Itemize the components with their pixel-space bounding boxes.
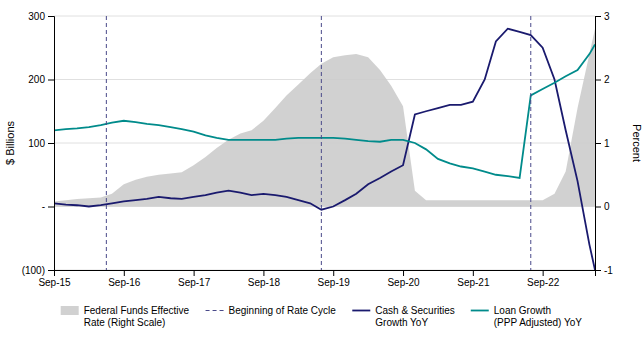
tick-mark (48, 80, 54, 81)
legend-label: Beginning of Rate Cycle (229, 305, 337, 316)
legend-label: Federal Funds EffectiveRate (Right Scale… (84, 305, 190, 328)
tick: 1 (595, 138, 610, 149)
tick-mark (124, 270, 125, 276)
grid (54, 16, 595, 270)
legend-item: Loan Growth(PPP Adjusted) YoY (471, 305, 583, 328)
tick: Sep-19 (318, 270, 351, 288)
tick-mark (48, 207, 54, 208)
tick-label: 3 (604, 11, 610, 22)
tick-mark (595, 207, 601, 208)
tick-mark (595, 270, 601, 271)
chart: Sep-15 Sep-16 Sep-17 Sep-18 Sep-19 Sep-20 Sep-… (0, 0, 643, 348)
tick-mark (403, 270, 404, 276)
legend-swatch (352, 310, 370, 312)
axis-line (55, 271, 596, 277)
legend-item: Federal Funds EffectiveRate (Right Scale… (61, 305, 190, 328)
tick-mark (48, 270, 54, 271)
line (54, 29, 595, 270)
tick-label: - (42, 201, 45, 212)
tick: (100) (22, 265, 54, 276)
area (54, 29, 595, 207)
tick-mark (48, 143, 54, 144)
tick-label: 200 (28, 74, 45, 85)
tick: 0 (595, 201, 610, 212)
legend-swatch (61, 306, 79, 315)
tick-label: Sep-20 (387, 277, 420, 288)
tick: Sep-17 (178, 270, 211, 288)
tick-mark (543, 270, 544, 276)
reference-line (530, 16, 531, 270)
tick: -1 (595, 265, 613, 276)
axis-line (48, 17, 55, 271)
tick: Sep-21 (457, 270, 490, 288)
axis-title: $ Billions (4, 120, 16, 165)
tick-mark (595, 80, 601, 81)
x-axis: Sep-15 Sep-16 Sep-17 Sep-18 Sep-19 Sep-20 Sep-… (38, 270, 595, 288)
tick-label: -1 (604, 265, 613, 276)
tick: Sep-20 (387, 270, 420, 288)
tick: Sep-22 (527, 270, 560, 288)
line (54, 45, 595, 178)
tick: 3 (595, 11, 610, 22)
plot-area (54, 16, 595, 270)
legend-swatch (471, 310, 489, 312)
grid-line (54, 16, 595, 17)
axis-title: Percent (631, 124, 643, 162)
tick-label: 300 (28, 11, 45, 22)
tick-mark (473, 270, 474, 276)
tick-mark (333, 270, 334, 276)
tick: - (42, 201, 54, 212)
tick-mark (595, 143, 601, 144)
y-axis: (100) - 100 200 300 (22, 11, 55, 276)
legend: Federal Funds EffectiveRate (Right Scale… (61, 305, 583, 328)
tick-label: Sep-19 (318, 277, 351, 288)
legend-label: Loan Growth(PPP Adjusted) YoY (494, 305, 583, 328)
tick-label: Sep-15 (38, 277, 71, 288)
tick-label: Sep-18 (248, 277, 281, 288)
reference-line (321, 16, 322, 270)
tick: Sep-18 (248, 270, 281, 288)
legend-swatch (206, 310, 224, 311)
tick: 200 (28, 74, 54, 85)
axis-line (596, 17, 602, 271)
tick: 100 (28, 138, 54, 149)
y2-axis: -1 0 1 2 3 (595, 11, 613, 276)
reference-line (106, 16, 107, 270)
tick-label: Sep-17 (178, 277, 211, 288)
tick-label: 100 (28, 138, 45, 149)
tick-label: Sep-21 (457, 277, 490, 288)
tick-label: 2 (604, 74, 610, 85)
tick-label: (100) (22, 265, 45, 276)
tick-mark (194, 270, 195, 276)
tick-label: Sep-22 (527, 277, 560, 288)
tick-mark (595, 16, 601, 17)
tick: 2 (595, 74, 610, 85)
legend-item: Cash & SecuritiesGrowth YoY (352, 305, 454, 328)
tick-mark (48, 16, 54, 17)
tick-label: 0 (604, 201, 610, 212)
tick: 300 (28, 11, 54, 22)
tick: Sep-16 (108, 270, 141, 288)
legend-item: Beginning of Rate Cycle (206, 305, 337, 316)
tick-label: Sep-16 (108, 277, 141, 288)
tick-mark (263, 270, 264, 276)
legend-label: Cash & SecuritiesGrowth YoY (375, 305, 454, 328)
tick-label: 1 (604, 138, 610, 149)
